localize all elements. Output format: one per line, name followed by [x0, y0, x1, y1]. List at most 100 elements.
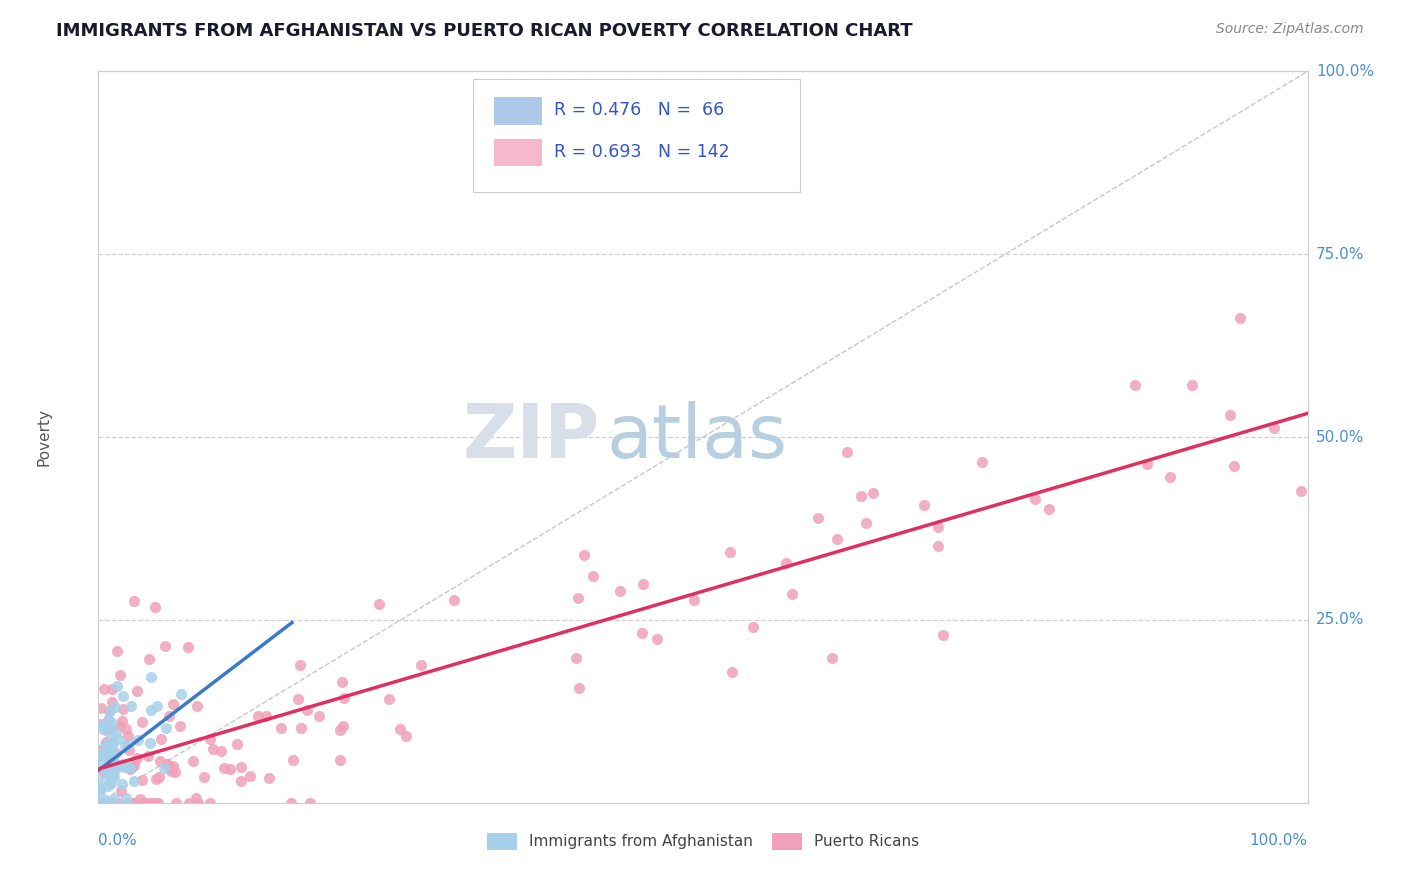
- Point: [98, 745, 121, 759]
- Point: [93, 718, 115, 732]
- Point: [409, 658, 432, 673]
- Text: 50.0%: 50.0%: [1316, 430, 1364, 444]
- Point: [110, 784, 132, 798]
- Text: 25.0%: 25.0%: [1316, 613, 1364, 627]
- Point: [568, 681, 591, 696]
- Point: [127, 733, 149, 747]
- Point: [97, 750, 120, 764]
- Text: Source: ZipAtlas.com: Source: ZipAtlas.com: [1216, 22, 1364, 37]
- Point: [1038, 502, 1060, 516]
- Point: [89, 775, 111, 789]
- Point: [631, 576, 654, 591]
- Point: [94, 762, 117, 776]
- Point: [1136, 458, 1159, 472]
- Point: [246, 709, 269, 723]
- Point: [122, 796, 145, 810]
- Point: [122, 758, 145, 772]
- Point: [90, 796, 112, 810]
- Point: [177, 796, 200, 810]
- Point: [181, 754, 204, 768]
- Point: [229, 774, 252, 789]
- Point: [160, 764, 183, 779]
- Point: [100, 776, 122, 790]
- Point: [121, 760, 143, 774]
- Point: [139, 703, 162, 717]
- Point: [290, 721, 312, 735]
- Point: [1223, 458, 1246, 473]
- Point: [647, 632, 669, 646]
- Point: [721, 665, 744, 679]
- Point: [254, 709, 277, 723]
- Text: ZIP: ZIP: [463, 401, 600, 474]
- Point: [94, 796, 117, 810]
- Point: [835, 445, 858, 459]
- Point: [1219, 408, 1241, 422]
- Point: [443, 593, 465, 607]
- Point: [111, 702, 134, 716]
- Point: [89, 796, 111, 810]
- Point: [131, 773, 153, 788]
- Point: [927, 520, 949, 534]
- Point: [143, 600, 166, 615]
- Point: [927, 539, 949, 553]
- Point: [110, 759, 132, 773]
- Point: [609, 584, 631, 599]
- Point: [209, 744, 232, 758]
- Point: [186, 791, 208, 805]
- Point: [96, 766, 118, 780]
- Point: [101, 716, 124, 731]
- Point: [98, 726, 121, 740]
- Point: [139, 796, 162, 810]
- Point: [93, 719, 115, 733]
- Text: atlas: atlas: [606, 401, 787, 474]
- Point: [145, 699, 167, 714]
- Point: [718, 545, 741, 559]
- Point: [782, 587, 804, 601]
- Point: [332, 719, 354, 733]
- Point: [98, 704, 121, 718]
- Point: [118, 762, 141, 776]
- Point: [775, 556, 797, 570]
- Point: [1289, 483, 1312, 498]
- Point: [127, 750, 149, 764]
- Point: [155, 722, 177, 736]
- Point: [165, 796, 187, 810]
- Point: [90, 743, 112, 757]
- Point: [970, 455, 993, 469]
- Point: [89, 796, 111, 810]
- Point: [149, 754, 172, 768]
- Point: [156, 756, 179, 771]
- Point: [93, 796, 115, 810]
- Point: [93, 746, 115, 760]
- Point: [565, 651, 588, 665]
- Point: [108, 796, 131, 810]
- Point: [97, 745, 120, 759]
- Point: [97, 713, 120, 727]
- Point: [368, 598, 391, 612]
- Point: [100, 772, 122, 787]
- Point: [100, 766, 122, 780]
- Point: [98, 722, 121, 736]
- Point: [1159, 470, 1181, 484]
- Point: [87, 755, 110, 769]
- Point: [107, 758, 129, 772]
- Point: [90, 701, 112, 715]
- Point: [177, 640, 200, 655]
- Point: [807, 511, 830, 525]
- Point: [281, 753, 304, 767]
- Point: [165, 764, 187, 779]
- Point: [212, 761, 235, 775]
- Point: [932, 628, 955, 642]
- Point: [259, 771, 281, 785]
- Point: [1229, 311, 1251, 326]
- Point: [149, 732, 172, 747]
- Point: [170, 687, 193, 701]
- Point: [104, 725, 127, 739]
- Text: 100.0%: 100.0%: [1250, 833, 1308, 848]
- Point: [89, 785, 111, 799]
- Text: 0.0%: 0.0%: [98, 833, 138, 848]
- Point: [122, 774, 145, 789]
- Point: [567, 591, 589, 606]
- Point: [138, 652, 160, 666]
- Point: [186, 698, 208, 713]
